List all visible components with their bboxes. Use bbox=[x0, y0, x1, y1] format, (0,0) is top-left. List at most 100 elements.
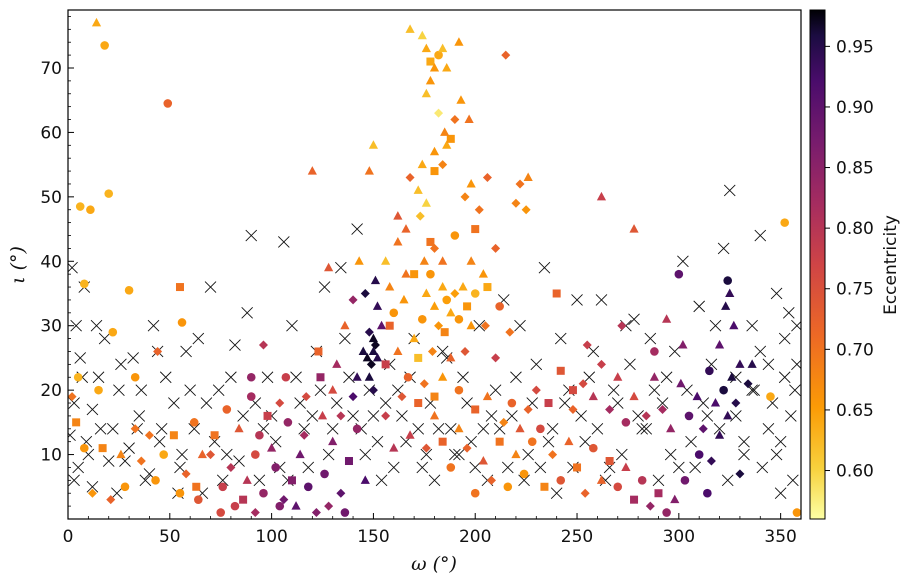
triangle-point bbox=[466, 256, 476, 265]
triangle-point bbox=[385, 282, 395, 291]
cross-point bbox=[489, 384, 502, 396]
diamond-point bbox=[348, 392, 358, 402]
triangle-point bbox=[429, 301, 440, 310]
circle-point bbox=[79, 443, 89, 453]
circle-point bbox=[259, 488, 268, 498]
square-point bbox=[471, 405, 480, 414]
cross-point bbox=[632, 410, 644, 422]
circle-point bbox=[79, 279, 89, 289]
cross-point bbox=[453, 448, 465, 461]
circle-point bbox=[218, 482, 228, 492]
cross-point bbox=[70, 319, 82, 332]
diamond-point bbox=[368, 385, 378, 395]
triangle-point bbox=[670, 494, 680, 504]
triangle-point bbox=[419, 256, 429, 265]
cross-point bbox=[640, 422, 653, 435]
square-point bbox=[471, 225, 480, 234]
cross-point bbox=[644, 332, 657, 345]
colorbar bbox=[809, 9, 826, 520]
cross-point bbox=[469, 461, 482, 474]
diamond-point bbox=[68, 392, 77, 402]
cross-point bbox=[668, 345, 681, 358]
circle-point bbox=[194, 495, 203, 504]
circle-point bbox=[417, 314, 427, 324]
cross-point bbox=[212, 384, 225, 396]
triangle-point bbox=[368, 333, 379, 343]
x-tick-label: 0 bbox=[63, 527, 74, 547]
cross-point bbox=[595, 294, 608, 306]
cross-point bbox=[155, 422, 168, 435]
cross-point bbox=[339, 332, 351, 345]
colorbar-tick-label: 0.85 bbox=[836, 159, 874, 179]
diamond-point bbox=[521, 205, 531, 215]
cross-point bbox=[375, 474, 388, 487]
circle-point bbox=[120, 482, 130, 492]
square-point bbox=[463, 302, 472, 311]
cross-point bbox=[501, 461, 514, 474]
diamond-point bbox=[206, 450, 216, 460]
triangle-point bbox=[116, 449, 126, 459]
cross-point bbox=[135, 384, 148, 396]
triangle-point bbox=[613, 372, 623, 381]
x-tick-label: 100 bbox=[255, 527, 287, 547]
square-point bbox=[314, 347, 323, 356]
diamond-point bbox=[491, 243, 501, 253]
square-point bbox=[483, 283, 492, 292]
diamond-point bbox=[336, 488, 346, 498]
cross-point bbox=[184, 384, 196, 396]
cross-point bbox=[428, 474, 441, 487]
circle-point bbox=[426, 269, 435, 279]
diamond-point bbox=[181, 469, 191, 479]
triangle-point bbox=[515, 423, 525, 433]
cross-point bbox=[636, 422, 649, 435]
cross-point bbox=[774, 487, 787, 500]
square-point bbox=[556, 366, 565, 375]
square-point bbox=[430, 167, 439, 176]
cross-point bbox=[510, 371, 522, 384]
diamond-point bbox=[279, 495, 289, 505]
cross-point bbox=[139, 474, 152, 487]
square-point bbox=[169, 431, 178, 440]
circle-point bbox=[637, 476, 647, 485]
triangle-point bbox=[662, 314, 672, 323]
square-point bbox=[210, 431, 219, 440]
circle-point bbox=[703, 488, 712, 498]
diamond-point bbox=[548, 450, 558, 460]
diamond-point bbox=[596, 359, 606, 369]
triangle-point bbox=[372, 352, 383, 362]
triangle-point bbox=[629, 391, 639, 401]
triangle-point bbox=[596, 191, 607, 201]
triangle-point bbox=[393, 211, 403, 220]
circle-point bbox=[680, 476, 690, 485]
cross-point bbox=[111, 487, 123, 500]
cross-point bbox=[762, 422, 775, 435]
cross-point bbox=[367, 410, 380, 422]
diamond-point bbox=[405, 173, 415, 183]
cross-point bbox=[677, 255, 689, 268]
triangle-point bbox=[317, 410, 328, 420]
cross-point bbox=[785, 410, 797, 422]
cross-point bbox=[624, 358, 636, 371]
diamond-point bbox=[299, 430, 309, 440]
triangle-point bbox=[621, 462, 631, 471]
cross-point bbox=[290, 371, 302, 384]
triangle-point bbox=[364, 166, 374, 175]
circle-point bbox=[621, 418, 631, 427]
cross-point bbox=[192, 332, 205, 345]
cross-point bbox=[689, 461, 701, 474]
colorbar-title: Eccentricity bbox=[881, 215, 901, 315]
diamond-point bbox=[366, 359, 376, 369]
cross-point bbox=[396, 410, 408, 422]
circle-point bbox=[175, 488, 185, 498]
square-point bbox=[385, 321, 394, 330]
triangle-point bbox=[478, 269, 488, 278]
triangle-point bbox=[399, 294, 409, 304]
cross-point bbox=[153, 435, 166, 448]
triangle-point bbox=[352, 372, 362, 381]
cross-point bbox=[351, 223, 363, 235]
triangle-point bbox=[649, 372, 659, 381]
triangle-point bbox=[372, 301, 383, 310]
cross-point bbox=[506, 410, 518, 422]
circle-point bbox=[281, 372, 291, 382]
